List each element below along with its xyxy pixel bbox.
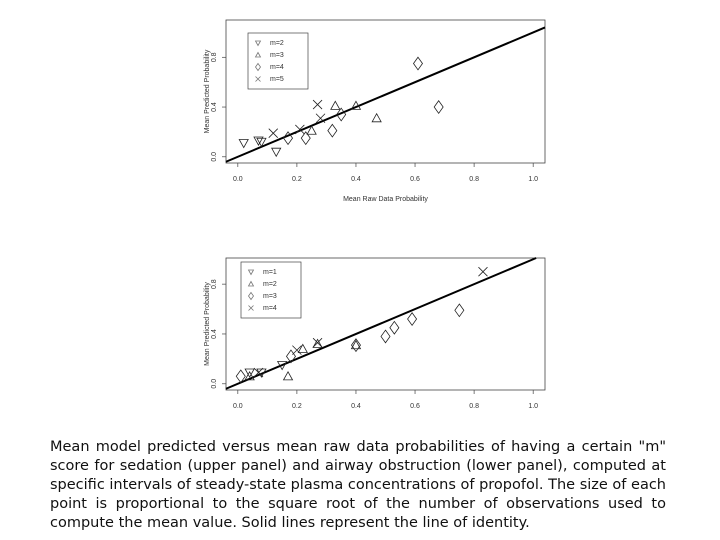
x-tick-label: 1.0 [528, 176, 538, 183]
data-point [433, 100, 444, 115]
legend-marker [255, 76, 261, 82]
data-point [276, 361, 288, 371]
x-tick-label: 0.8 [469, 176, 479, 183]
y-tick-label: 0.0 [211, 152, 218, 162]
data-point [295, 124, 305, 135]
x-tick-label: 0.6 [410, 176, 420, 183]
data-point [407, 312, 418, 327]
data-point [371, 112, 382, 123]
plot-frame [225, 257, 546, 391]
y-tick-label: 0.8 [211, 52, 218, 62]
data-point [268, 128, 279, 138]
data-point [350, 100, 362, 110]
x-tick-label: 0.8 [469, 403, 479, 410]
y-axis-label: Mean Predicted Probability [204, 282, 211, 366]
data-point [330, 100, 341, 110]
identity-line [225, 26, 546, 163]
x-tick-label: 0.6 [410, 403, 420, 410]
data-point [350, 339, 362, 350]
data-point [235, 369, 246, 384]
y-tick-label: 0.8 [211, 279, 218, 289]
data-point [292, 345, 302, 355]
legend-marker [255, 62, 261, 72]
data-point [244, 370, 255, 381]
legend-label: m=3 [270, 52, 284, 59]
data-point [253, 136, 264, 146]
data-point [412, 56, 423, 71]
legend-marker [254, 40, 262, 47]
legend-marker [247, 269, 255, 276]
legend-label: m=4 [270, 64, 284, 71]
y-tick-label: 0.4 [211, 329, 218, 339]
legend-box [240, 261, 302, 319]
y-axis-label: Mean Predicted Probability [204, 49, 211, 133]
data-point [454, 303, 465, 318]
y-tick-label: 0.0 [211, 379, 218, 389]
x-tick-label: 0.4 [351, 176, 361, 183]
legend-marker [248, 291, 254, 301]
legend-label: m=3 [263, 293, 277, 300]
legend-label: m=2 [270, 40, 284, 47]
x-tick-label: 1.0 [528, 403, 538, 410]
data-point [315, 113, 326, 124]
x-axis-label: Mean Raw Data Probability [343, 196, 428, 203]
legend-label: m=1 [263, 269, 277, 276]
legend-label: m=4 [263, 305, 277, 312]
data-point [389, 320, 400, 335]
legend-marker [254, 51, 262, 58]
identity-line [225, 257, 537, 390]
data-point [297, 343, 308, 353]
data-point [271, 147, 282, 158]
data-point [350, 338, 361, 353]
legend-label: m=5 [270, 76, 284, 83]
caption: Mean model predicted versus mean raw dat… [50, 439, 666, 531]
x-tick-label: 0.0 [233, 403, 243, 410]
data-point [238, 139, 249, 149]
y-tick-label: 0.4 [211, 102, 218, 112]
data-point [253, 367, 264, 378]
data-point [244, 368, 255, 378]
data-point [306, 125, 317, 135]
legend-marker [248, 305, 254, 311]
data-point [285, 349, 296, 364]
data-point [283, 131, 294, 146]
data-point [312, 338, 323, 348]
data-point [336, 107, 347, 122]
figure: 0.0 0.2 0.4 0.6 0.8 1.0 0.0 0.4 0.8 Mean Raw Data… [204, 19, 546, 410]
x-tick-label: 0.0 [233, 176, 243, 183]
data-point [282, 370, 294, 381]
legend-box [247, 32, 309, 90]
legend-marker [247, 280, 255, 287]
data-point [312, 337, 323, 348]
data-point [312, 99, 323, 110]
data-point [380, 329, 391, 344]
data-point [327, 123, 338, 138]
data-point [300, 131, 311, 146]
x-tick-label: 0.4 [351, 403, 361, 410]
data-point [478, 266, 488, 277]
x-tick-label: 0.2 [292, 403, 302, 410]
x-tick-label: 0.2 [292, 176, 302, 183]
plot-frame [225, 19, 546, 164]
data-point [256, 137, 267, 148]
legend-label: m=2 [263, 281, 277, 288]
